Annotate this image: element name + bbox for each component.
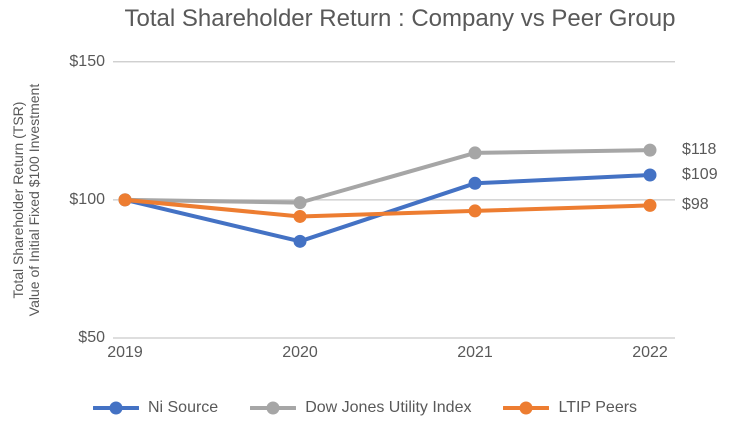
legend-item-dow-jones: Dow Jones Utility Index xyxy=(250,399,471,417)
legend-item-ltip: LTIP Peers xyxy=(503,399,637,417)
y-tick-50: $50 xyxy=(78,329,105,346)
x-tick-2022: 2022 xyxy=(632,344,668,361)
ltip-line-marker-icon xyxy=(503,401,550,415)
legend-label-nisource: Ni Source xyxy=(147,399,219,416)
y-tick-150: $150 xyxy=(69,53,105,70)
dow-jones-line-marker-icon xyxy=(250,401,297,415)
nisource-line-marker-icon xyxy=(92,401,139,415)
end-label-dow-jones: $118 xyxy=(682,141,717,158)
x-tick-2020: 2020 xyxy=(282,344,318,361)
x-tick-2019: 2019 xyxy=(107,344,143,361)
end-label-nisource: $109 xyxy=(682,166,718,183)
legend-item-nisource: Ni Source xyxy=(92,399,219,417)
legend-label-ltip: LTIP Peers xyxy=(558,399,638,416)
end-label-ltip: $98 xyxy=(682,196,709,213)
legend-label-dow-jones: Dow Jones Utility Index xyxy=(305,399,472,416)
x-tick-2021: 2021 xyxy=(457,344,493,361)
y-tick-100: $100 xyxy=(69,191,105,208)
chart-title: Total Shareholder Return : Company vs Pe… xyxy=(124,5,676,32)
legend: Ni Source Dow Jones Utility Index LTIP P… xyxy=(0,399,730,417)
